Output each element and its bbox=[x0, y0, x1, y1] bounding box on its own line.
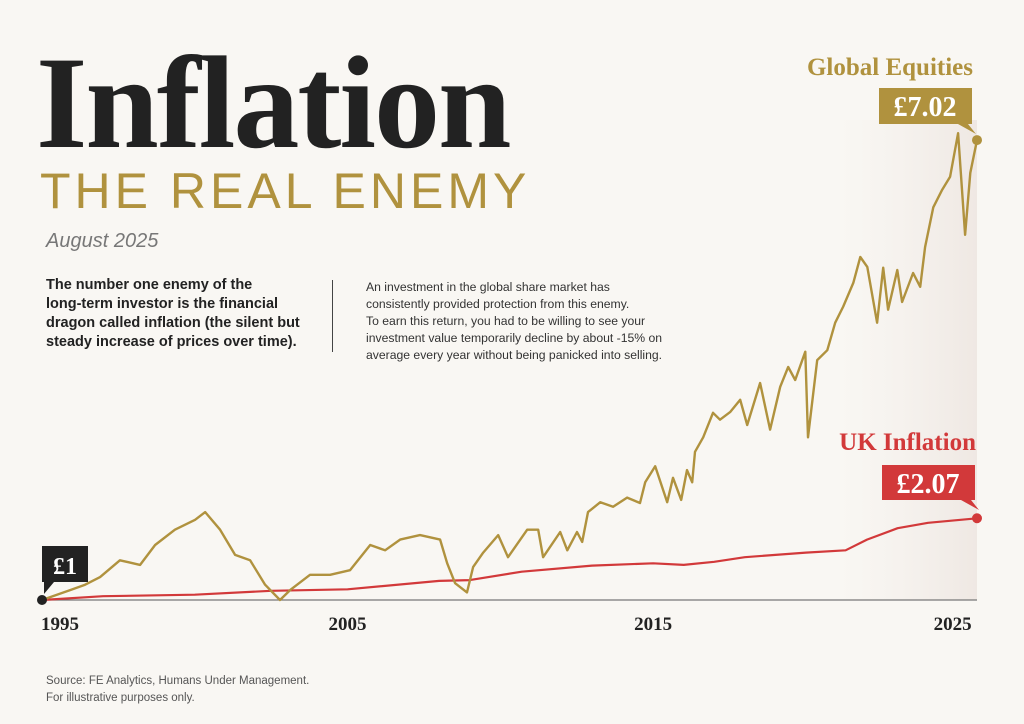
inflation-end-value: £2.07 bbox=[897, 469, 960, 500]
source-line: For illustrative purposes only. bbox=[46, 692, 195, 704]
divider bbox=[332, 280, 333, 352]
lead-line: dragon called inflation (the silent but bbox=[46, 315, 300, 331]
body-line: average every year without being panicke… bbox=[366, 348, 663, 362]
equities-end-value-callout bbox=[879, 88, 976, 134]
x-tick-label: 2005 bbox=[329, 614, 367, 635]
inflation-end-marker bbox=[972, 513, 982, 524]
equities-end-value: £7.02 bbox=[894, 92, 957, 123]
body-line: investment value temporarily decline by … bbox=[366, 331, 663, 345]
start-value-callout bbox=[42, 546, 88, 594]
start-value-label: £1 bbox=[53, 554, 77, 580]
body-line: To earn this return, you had to be willi… bbox=[366, 314, 646, 328]
page-title: Inflation bbox=[36, 29, 511, 176]
body-line: consistently provided protection from th… bbox=[366, 297, 630, 311]
series-label-global-equities: Global Equities bbox=[807, 54, 973, 81]
lead-paragraph: The number one enemy of the long-term in… bbox=[46, 276, 336, 352]
page-subtitle: THE REAL ENEMY bbox=[40, 163, 531, 219]
lead-line: steady increase of prices over time). bbox=[46, 334, 297, 350]
lead-line: long-term investor is the financial bbox=[46, 296, 279, 312]
source-line: Source: FE Analytics, Humans Under Manag… bbox=[46, 675, 310, 687]
publication-date: August 2025 bbox=[46, 230, 159, 252]
body-paragraph: An investment in the global share market… bbox=[366, 279, 686, 364]
x-tick-label: 1995 bbox=[41, 614, 79, 635]
inflation-end-value-callout bbox=[882, 465, 979, 510]
body-line: An investment in the global share market… bbox=[366, 280, 610, 294]
series-line-global-equities bbox=[41, 131, 979, 602]
lead-line: The number one enemy of the bbox=[46, 277, 253, 293]
start-point-marker bbox=[37, 595, 47, 605]
series-label-uk-inflation: UK Inflation bbox=[839, 429, 976, 456]
equities-end-marker bbox=[972, 135, 982, 146]
series-line-uk-inflation bbox=[41, 517, 978, 602]
x-tick-label: 2025 bbox=[934, 614, 972, 635]
recent-period-shade bbox=[840, 120, 977, 600]
source-note: Source: FE Analytics, Humans Under Manag… bbox=[46, 673, 309, 707]
x-tick-label: 2015 bbox=[634, 614, 672, 635]
